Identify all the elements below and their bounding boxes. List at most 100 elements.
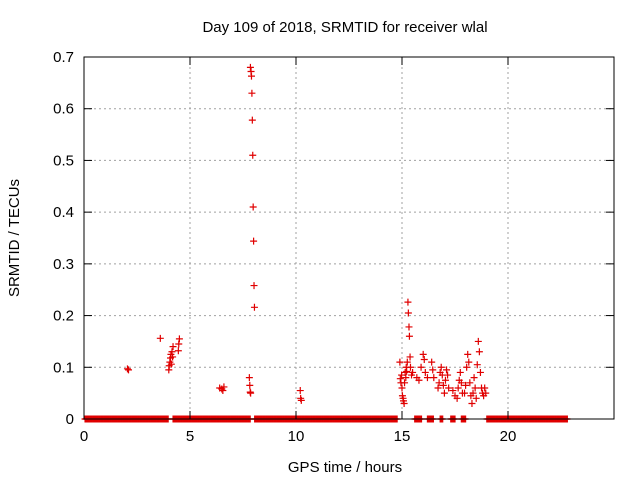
- data-point: [406, 363, 414, 371]
- data-point: [434, 384, 442, 392]
- axis-ticks: 0 0.1 0.2 0.3 0.4 0.5 0.6 0.7 0 5 10 15 20: [53, 49, 614, 445]
- data-point: [423, 374, 431, 382]
- data-point: [403, 358, 411, 366]
- data-point: [219, 387, 227, 395]
- y-tick-label: 0.6: [53, 101, 74, 118]
- y-tick-label: 0.5: [53, 152, 74, 169]
- x-tick-label: 20: [500, 428, 517, 445]
- y-axis-label: SRMTID / TECUs: [6, 179, 23, 297]
- grid: [84, 57, 614, 419]
- x-tick-label: 5: [186, 428, 194, 445]
- plot-frame: [83, 56, 615, 420]
- data-point: [466, 379, 474, 387]
- data-point: [475, 348, 483, 356]
- data-point: [401, 368, 409, 376]
- data-point: [441, 376, 449, 384]
- data-point: [468, 399, 476, 407]
- data-point: [249, 151, 257, 159]
- data-point: [404, 298, 412, 306]
- data-points: [123, 63, 490, 407]
- y-tick-label: 0: [66, 411, 74, 428]
- data-point: [445, 384, 453, 392]
- data-point: [453, 394, 461, 402]
- data-point: [174, 347, 182, 355]
- data-point: [175, 335, 183, 343]
- data-point: [469, 389, 477, 397]
- data-point: [476, 368, 484, 376]
- data-point: [420, 356, 428, 364]
- data-point: [473, 361, 481, 369]
- data-point: [444, 371, 452, 379]
- data-point: [462, 381, 470, 389]
- data-point: [405, 323, 413, 331]
- data-point: [470, 374, 478, 382]
- data-point: [417, 363, 425, 371]
- data-point: [435, 379, 443, 387]
- data-point: [246, 381, 254, 389]
- data-point: [428, 358, 436, 366]
- data-point: [429, 366, 437, 374]
- chart-title: Day 109 of 2018, SRMTID for receiver wla…: [202, 19, 487, 36]
- data-point: [471, 384, 479, 392]
- data-point: [430, 374, 438, 382]
- data-point: [123, 365, 131, 373]
- data-point: [421, 368, 429, 376]
- data-point: [245, 374, 253, 382]
- y-tick-label: 0.1: [53, 359, 74, 376]
- data-point: [457, 379, 465, 387]
- data-point: [248, 116, 256, 124]
- data-point: [398, 371, 406, 379]
- data-point: [406, 353, 414, 361]
- data-point: [156, 334, 164, 342]
- data-point: [246, 63, 254, 71]
- data-point: [250, 237, 258, 245]
- data-point: [474, 337, 482, 345]
- data-point: [247, 389, 255, 397]
- y-tick-label: 0.7: [53, 49, 74, 66]
- data-point: [169, 353, 177, 361]
- data-point: [404, 309, 412, 317]
- data-point: [461, 389, 469, 397]
- data-point: [248, 89, 256, 97]
- data-point: [454, 384, 462, 392]
- data-point: [419, 350, 427, 358]
- data-point: [472, 394, 480, 402]
- data-point: [481, 384, 489, 392]
- data-point: [440, 389, 448, 397]
- data-point: [250, 303, 258, 311]
- x-tick-label: 0: [80, 428, 88, 445]
- data-point: [482, 389, 490, 397]
- y-tick-label: 0.4: [53, 204, 74, 221]
- data-point: [396, 375, 404, 383]
- data-point: [403, 367, 411, 375]
- data-point: [449, 387, 457, 395]
- x-tick-label: 15: [394, 428, 411, 445]
- data-point: [220, 383, 228, 391]
- y-tick-label: 0.3: [53, 256, 74, 273]
- data-point: [249, 203, 257, 211]
- data-point: [297, 396, 305, 404]
- data-point: [402, 374, 410, 382]
- data-point: [405, 332, 413, 340]
- data-point: [401, 379, 409, 387]
- data-point: [465, 358, 473, 366]
- data-point: [296, 387, 304, 395]
- data-point: [175, 340, 183, 348]
- data-point: [396, 358, 404, 366]
- data-point: [247, 72, 255, 80]
- x-axis-label: GPS time / hours: [288, 459, 402, 476]
- data-point: [125, 366, 133, 374]
- data-point: [456, 368, 464, 376]
- data-point: [463, 363, 471, 371]
- data-point: [443, 366, 451, 374]
- data-point: [400, 399, 408, 407]
- data-point: [167, 360, 175, 368]
- data-point: [168, 348, 176, 356]
- data-point: [415, 376, 423, 384]
- data-point: [398, 384, 406, 392]
- data-point: [250, 282, 258, 290]
- y-tick-label: 0.2: [53, 308, 74, 325]
- data-point: [409, 368, 417, 376]
